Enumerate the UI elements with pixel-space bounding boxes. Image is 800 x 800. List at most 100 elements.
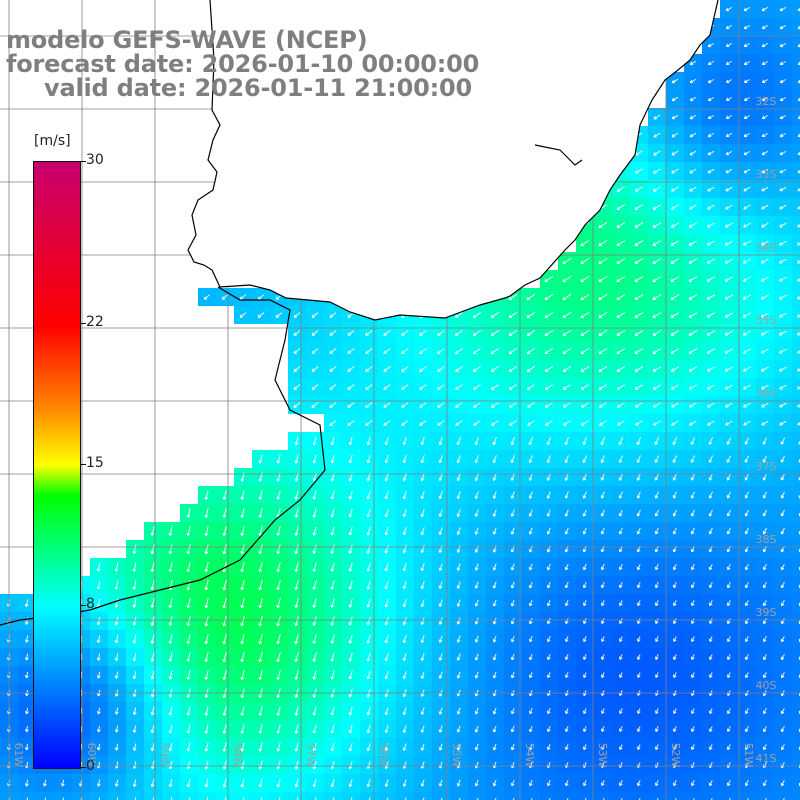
wind-arrow bbox=[780, 726, 785, 733]
wind-arrow bbox=[456, 617, 461, 625]
wind-arrow bbox=[619, 636, 623, 642]
wind-arrow bbox=[366, 436, 371, 446]
wind-arrow bbox=[544, 384, 553, 390]
wind-arrow bbox=[566, 798, 569, 800]
wind-cell bbox=[594, 792, 612, 800]
wind-arrow bbox=[710, 798, 713, 800]
wind-arrow bbox=[725, 7, 733, 12]
wind-cell bbox=[792, 720, 800, 738]
wind-cell bbox=[792, 126, 800, 144]
wind-arrow bbox=[637, 726, 641, 732]
wind-arrow bbox=[348, 544, 353, 554]
wind-arrow bbox=[330, 616, 335, 626]
lat-label: 41S bbox=[756, 752, 777, 765]
wind-cell bbox=[504, 792, 522, 800]
wind-cell bbox=[792, 360, 800, 378]
wind-arrow bbox=[419, 420, 427, 426]
wind-arrow bbox=[510, 653, 515, 661]
wind-arrow bbox=[420, 491, 425, 500]
wind-arrow bbox=[401, 366, 409, 372]
wind-arrow bbox=[420, 599, 425, 607]
wind-arrow bbox=[601, 708, 605, 714]
wind-arrow bbox=[311, 348, 319, 354]
wind-arrow bbox=[744, 473, 750, 481]
wind-arrow bbox=[348, 670, 353, 680]
wind-arrow bbox=[582, 744, 587, 751]
wind-arrow bbox=[276, 706, 281, 716]
wind-arrow bbox=[725, 43, 732, 48]
wind-arrow bbox=[526, 312, 536, 319]
wind-arrow bbox=[690, 473, 695, 481]
wind-arrow bbox=[510, 599, 515, 607]
wind-arrow bbox=[366, 508, 371, 518]
wind-arrow bbox=[330, 490, 335, 500]
wind-cell bbox=[792, 666, 800, 684]
wind-arrow bbox=[598, 348, 608, 354]
wind-arrow bbox=[779, 7, 787, 12]
wind-cell bbox=[342, 792, 360, 800]
wind-arrow bbox=[546, 599, 551, 607]
wind-arrow bbox=[652, 312, 662, 318]
wind-arrow bbox=[384, 526, 389, 536]
wind-arrow bbox=[671, 402, 679, 408]
wind-arrow bbox=[402, 599, 407, 608]
wind-arrow bbox=[726, 564, 731, 571]
wind-arrow bbox=[652, 330, 662, 336]
wind-arrow bbox=[402, 527, 407, 536]
wind-arrow bbox=[670, 276, 680, 282]
wind-arrow bbox=[779, 258, 787, 264]
wind-arrow bbox=[438, 635, 443, 643]
wind-arrow bbox=[761, 402, 769, 408]
wind-arrow bbox=[564, 744, 569, 751]
wind-arrow bbox=[636, 491, 641, 499]
wind-arrow bbox=[492, 707, 497, 715]
wind-arrow bbox=[294, 778, 299, 788]
wind-arrow bbox=[150, 670, 155, 680]
wind-arrow bbox=[744, 563, 749, 571]
wind-arrow bbox=[508, 366, 517, 372]
wind-arrow bbox=[114, 598, 119, 608]
wind-arrow bbox=[726, 509, 731, 517]
wind-arrow bbox=[24, 779, 29, 787]
wind-cell bbox=[522, 792, 540, 800]
wind-arrow bbox=[240, 508, 245, 518]
wind-arrow bbox=[240, 669, 245, 681]
wind-arrow bbox=[437, 420, 445, 426]
wind-arrow bbox=[670, 222, 680, 228]
wind-arrow bbox=[762, 600, 767, 607]
wind-arrow bbox=[673, 744, 677, 750]
wind-arrow bbox=[601, 636, 605, 642]
wind-arrow bbox=[258, 760, 263, 770]
wind-arrow bbox=[780, 509, 785, 517]
wind-arrow bbox=[725, 384, 733, 390]
wind-arrow bbox=[98, 797, 101, 800]
wind-arrow bbox=[276, 615, 281, 627]
wind-arrow bbox=[186, 544, 191, 555]
title-block: modelo GEFS-WAVE (NCEP) forecast date: 2… bbox=[6, 28, 479, 100]
wind-arrow bbox=[582, 473, 587, 481]
wind-arrow bbox=[420, 581, 425, 590]
wind-arrow bbox=[616, 186, 626, 192]
wind-arrow bbox=[492, 455, 497, 464]
wind-arrow bbox=[779, 240, 787, 246]
wind-arrow bbox=[186, 760, 191, 770]
wind-arrow bbox=[276, 652, 281, 663]
wind-cell bbox=[792, 702, 800, 720]
wind-arrow bbox=[168, 670, 173, 680]
wind-arrow bbox=[402, 707, 407, 715]
wind-arrow bbox=[186, 742, 191, 752]
wind-arrow bbox=[655, 744, 659, 750]
wind-arrow bbox=[689, 204, 697, 210]
wind-arrow bbox=[689, 132, 697, 138]
wind-arrow bbox=[528, 654, 533, 661]
wind-arrow bbox=[726, 726, 731, 732]
wind-arrow bbox=[580, 366, 590, 372]
wind-arrow bbox=[204, 490, 209, 500]
wind-arrow bbox=[186, 561, 191, 573]
wind-arrow bbox=[348, 490, 353, 500]
wind-arrow bbox=[114, 580, 119, 590]
wind-arrow bbox=[671, 420, 679, 426]
wind-arrow bbox=[797, 278, 800, 282]
wind-arrow bbox=[600, 509, 605, 517]
wind-arrow bbox=[258, 508, 263, 518]
